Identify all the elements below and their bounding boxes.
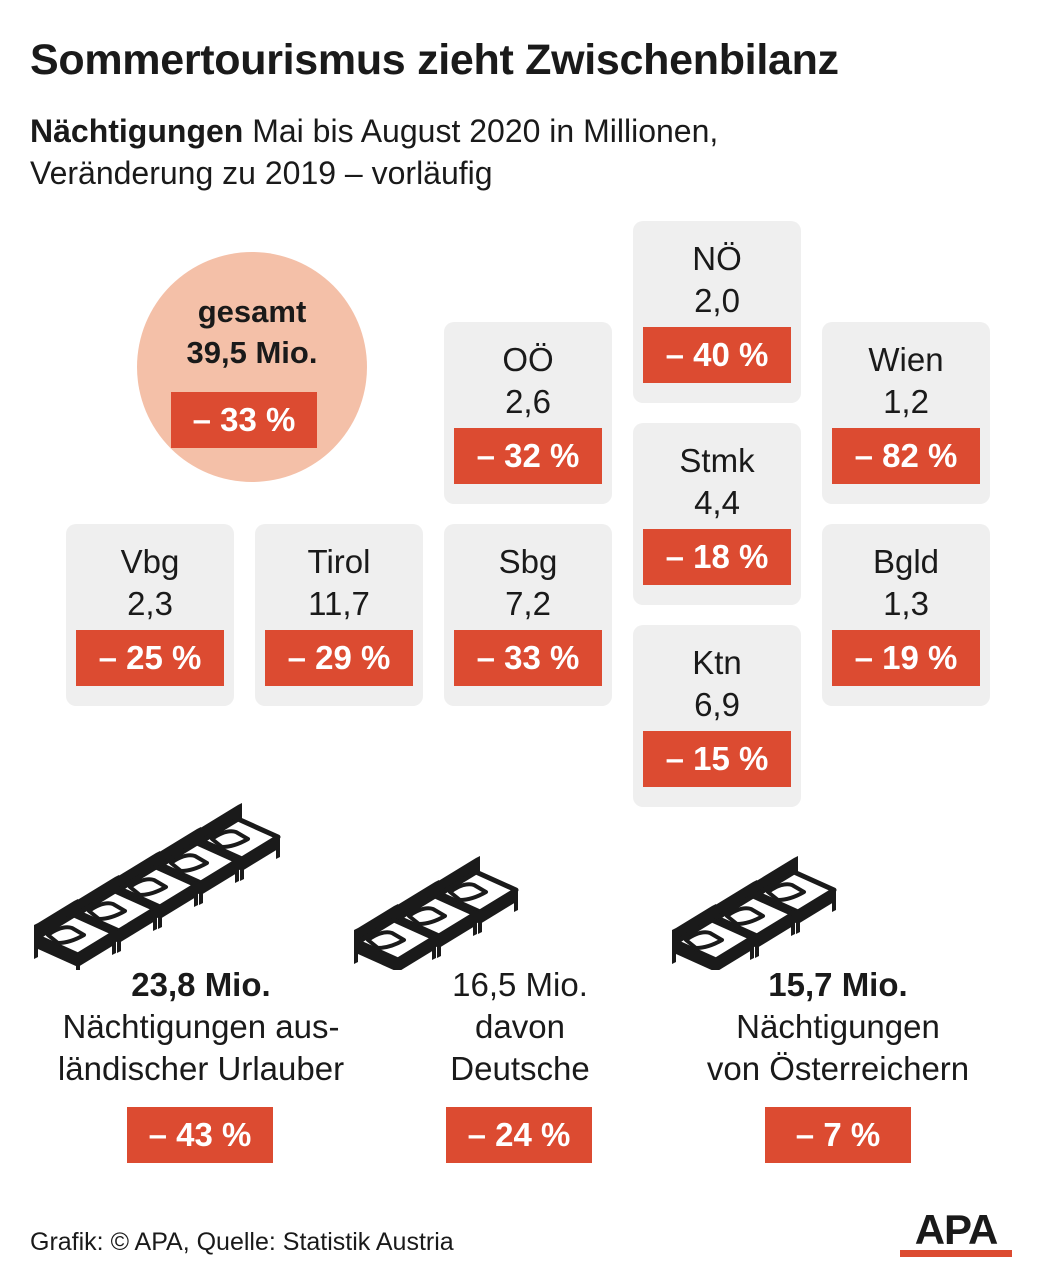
source-credit: Grafik: © APA, Quelle: Statistik Austria bbox=[30, 1228, 454, 1256]
bed-icon bbox=[754, 856, 837, 934]
region-tile-tirol: Tirol 11,7 – 29 % bbox=[255, 524, 423, 706]
region-name: Vbg bbox=[120, 543, 180, 580]
region-tile-stmk: Stmk 4,4 – 18 % bbox=[633, 423, 801, 605]
region-change-badge: – 82 % bbox=[832, 428, 980, 484]
region-value: 2,0 bbox=[694, 282, 740, 319]
chart-title: Sommertourismus zieht Zwischenbilanz bbox=[30, 36, 839, 84]
stat-desc-line: von Österreichern bbox=[706, 1050, 970, 1087]
bed-icon bbox=[354, 904, 437, 970]
region-change-badge: – 25 % bbox=[76, 630, 224, 686]
stat-desc-line: Deutsche bbox=[450, 1050, 590, 1087]
stat-change-badge: – 7 % bbox=[765, 1107, 911, 1163]
stat-foreign: 23,8 Mio. Nächtigungen aus- ländischer U… bbox=[20, 964, 382, 1090]
region-value: 4,4 bbox=[694, 484, 740, 521]
apa-logo: APA bbox=[900, 1208, 1012, 1258]
region-tile-vbg: Vbg 2,3 – 25 % bbox=[66, 524, 234, 706]
region-tile-sbg: Sbg 7,2 – 33 % bbox=[444, 524, 612, 706]
stat-change-badge: – 24 % bbox=[446, 1107, 592, 1163]
subtitle-line1: Mai bis August 2020 in Millionen, bbox=[243, 113, 719, 149]
region-value: 1,3 bbox=[883, 585, 929, 622]
total-circle: gesamt 39,5 Mio. – 33 % bbox=[137, 252, 367, 482]
region-change-badge: – 32 % bbox=[454, 428, 602, 484]
logo-bar bbox=[900, 1250, 1012, 1257]
subtitle-line2: Veränderung zu 2019 – vorläufig bbox=[30, 155, 493, 191]
total-value: 39,5 Mio. bbox=[186, 335, 318, 370]
region-change-badge: – 19 % bbox=[832, 630, 980, 686]
region-change-badge: – 40 % bbox=[643, 327, 791, 383]
region-value: 7,2 bbox=[505, 585, 551, 622]
five-beds-icon bbox=[34, 803, 281, 970]
region-change-badge: – 33 % bbox=[454, 630, 602, 686]
stat-amount: 15,7 Mio. bbox=[768, 966, 908, 1003]
region-tile-ktn: Ktn 6,9 – 15 % bbox=[633, 625, 801, 807]
stat-austrian: 15,7 Mio. Nächtigungen von Österreichern bbox=[668, 964, 1008, 1090]
region-name: OÖ bbox=[502, 341, 554, 378]
region-name: NÖ bbox=[692, 240, 742, 277]
stat-desc-line: ländischer Urlauber bbox=[57, 1050, 345, 1087]
region-value: 2,3 bbox=[127, 585, 173, 622]
region-value: 2,6 bbox=[505, 383, 551, 420]
region-change-badge: – 15 % bbox=[643, 731, 791, 787]
bed-icon bbox=[34, 899, 117, 970]
three-beds-icon bbox=[672, 856, 837, 970]
region-value: 11,7 bbox=[308, 585, 370, 622]
three-beds-icon bbox=[354, 856, 519, 970]
stat-desc-line: Nächtigungen aus- bbox=[62, 1008, 340, 1045]
total-change-badge: – 33 % bbox=[171, 392, 317, 448]
region-name: Sbg bbox=[498, 543, 558, 580]
region-tile-wien: Wien 1,2 – 82 % bbox=[822, 322, 990, 504]
region-value: 6,9 bbox=[694, 686, 740, 723]
region-tile-ooe: OÖ 2,6 – 32 % bbox=[444, 322, 612, 504]
chart-subtitle: Nächtigungen Mai bis August 2020 in Mill… bbox=[30, 110, 930, 194]
stat-desc-line: davon bbox=[475, 1008, 565, 1045]
region-name: Bgld bbox=[872, 543, 940, 580]
region-tile-bgld: Bgld 1,3 – 19 % bbox=[822, 524, 990, 706]
region-name: Tirol bbox=[307, 543, 371, 580]
region-change-badge: – 18 % bbox=[643, 529, 791, 585]
region-name: Stmk bbox=[679, 442, 755, 479]
stat-german: 16,5 Mio. davon Deutsche bbox=[410, 964, 630, 1090]
bed-icon bbox=[672, 904, 755, 970]
region-tile-noe: NÖ 2,0 – 40 % bbox=[633, 221, 801, 403]
stat-change-badge: – 43 % bbox=[127, 1107, 273, 1163]
total-label: gesamt bbox=[197, 294, 307, 329]
subtitle-bold: Nächtigungen bbox=[30, 113, 244, 149]
region-name: Wien bbox=[868, 341, 944, 378]
region-name: Ktn bbox=[692, 644, 742, 681]
stat-amount: 23,8 Mio. bbox=[131, 966, 271, 1003]
region-value: 1,2 bbox=[883, 383, 929, 420]
logo-text: APA bbox=[914, 1206, 999, 1253]
region-change-badge: – 29 % bbox=[265, 630, 413, 686]
stat-amount: 16,5 Mio. bbox=[452, 966, 588, 1003]
stat-desc-line: Nächtigungen bbox=[736, 1008, 940, 1045]
